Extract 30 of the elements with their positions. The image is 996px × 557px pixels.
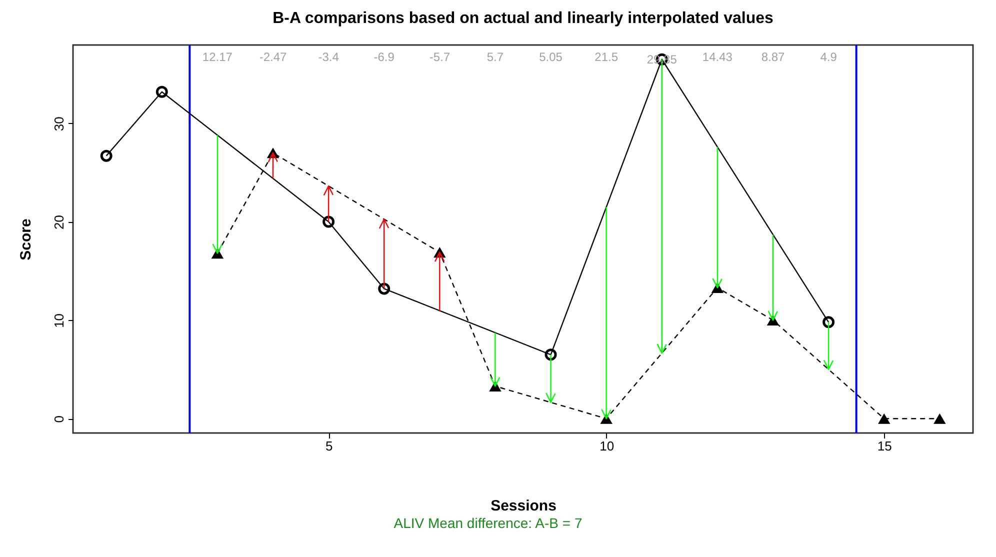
annotation: 4.9 — [820, 50, 838, 64]
annotation: 12.17 — [202, 50, 233, 64]
x-axis-title: Sessions — [490, 498, 556, 514]
annotation: -3.4 — [318, 50, 340, 64]
x-tick-label: 10 — [600, 438, 614, 454]
y-axis-title: Score — [18, 218, 34, 260]
annotation: -5.7 — [429, 50, 450, 64]
annotation: -2.47 — [259, 50, 287, 64]
point — [934, 413, 946, 424]
point — [156, 86, 168, 98]
y-tick-label: 20 — [52, 215, 66, 230]
text: ALIV Mean difference: A-B = 7 — [394, 515, 582, 531]
annotation: 5.7 — [486, 50, 504, 64]
annotation: -6.9 — [374, 50, 395, 64]
point — [322, 216, 335, 228]
annotation: 14.43 — [702, 50, 733, 64]
chart-title: B-A comparisons based on actual and linearly interpolated values — [272, 10, 774, 27]
y-tick-label: 0 — [52, 416, 66, 423]
point — [544, 348, 557, 361]
point — [378, 282, 390, 295]
x-tick-label: 15 — [877, 438, 892, 454]
annotation: 5.05 — [539, 50, 563, 64]
x-tick-label: 5 — [325, 438, 333, 454]
annotation: 8.87 — [761, 50, 785, 64]
y-tick-label: 10 — [52, 313, 66, 328]
point — [100, 150, 112, 162]
y-tick-label: 30 — [52, 116, 66, 132]
point — [822, 316, 835, 328]
annotation: 21.5 — [594, 50, 618, 64]
point — [878, 413, 890, 424]
